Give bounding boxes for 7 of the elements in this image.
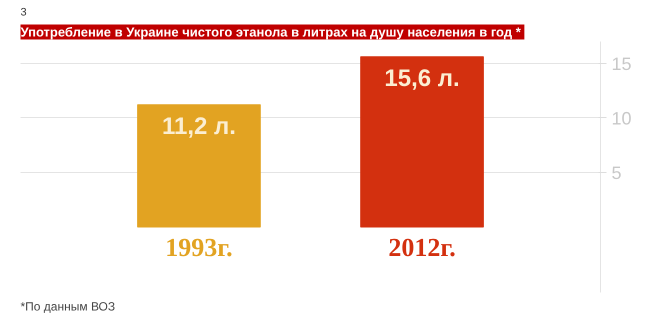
data-label: 15,6 л. (384, 64, 460, 92)
x-tick-label: 1993г. (165, 233, 233, 262)
text: 3 (20, 6, 27, 18)
data-label: 11,2 л. (162, 112, 236, 140)
text: *По данным ВОЗ (20, 300, 116, 314)
x-tick-label: 2012г. (388, 233, 456, 262)
chart-title: Употребление в Украине чистого этанола в литрах на душу населения в год * (20, 24, 522, 40)
